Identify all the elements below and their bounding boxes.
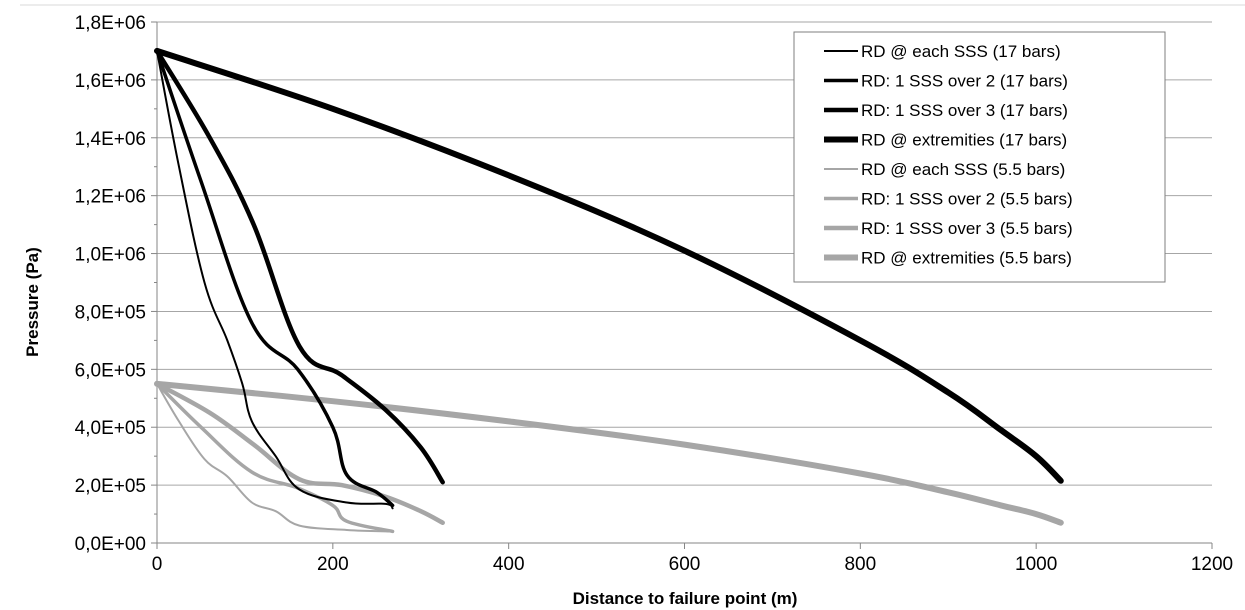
y-tick-label: 2,0E+05 (75, 476, 146, 497)
y-tick-label: 1,0E+06 (75, 245, 146, 266)
x-tick-label: 600 (669, 554, 701, 575)
x-tick-label: 200 (317, 554, 349, 575)
x-axis-title: Distance to failure point (m) (573, 589, 798, 608)
y-tick-label: 1,6E+06 (75, 71, 146, 92)
y-tick-label: 1,2E+06 (75, 187, 146, 208)
y-tick-label: 8,0E+05 (75, 302, 146, 323)
axes (151, 21, 1213, 549)
x-tick-label: 800 (844, 554, 876, 575)
legend-entry: RD @ extremities (5.5 bars) (824, 249, 1072, 268)
y-tick-label: 1,4E+06 (75, 129, 146, 150)
series-layer (154, 47, 1064, 534)
series-line-3 (154, 48, 445, 485)
legend-label: RD @ extremities (5.5 bars) (861, 249, 1072, 268)
legend-label: RD @ each SSS (5.5 bars) (861, 160, 1065, 179)
plot-area: 0,0E+00 2,0E+05 4,0E+05 6,0E+05 8,0E+05 1,0E+… (20, 4, 1245, 575)
legend: RD @ each SSS (17 bars) RD: 1 SSS over 2 … (793, 31, 1166, 283)
y-tick-label: 6,0E+05 (75, 360, 146, 381)
tick-labels: 0,0E+00 2,0E+05 4,0E+05 6,0E+05 8,0E+05 1,0E+… (75, 13, 1233, 575)
series-line-7 (154, 381, 445, 525)
y-tick-label: 4,0E+05 (75, 418, 146, 439)
series-line-5 (156, 382, 394, 533)
legend-entry: RD: 1 SSS over 3 (17 bars) (824, 101, 1068, 120)
y-tick-label: 0,0E+00 (75, 534, 146, 555)
series-line-4 (154, 47, 1064, 484)
legend-entry: RD: 1 SSS over 3 (5.5 bars) (824, 219, 1073, 238)
legend-label: RD @ each SSS (17 bars) (861, 42, 1061, 61)
series-line-2 (155, 49, 395, 508)
legend-entry: RD @ each SSS (17 bars) (824, 42, 1061, 61)
legend-entry: RD: 1 SSS over 2 (5.5 bars) (824, 190, 1073, 209)
y-axis-title: Pressure (Pa) (23, 247, 42, 357)
legend-label: RD: 1 SSS over 2 (17 bars) (861, 72, 1068, 91)
x-tick-label: 1000 (1015, 554, 1057, 575)
legend-box (793, 31, 1166, 283)
legend-entry: RD: 1 SSS over 2 (17 bars) (824, 72, 1068, 91)
x-tick-label: 1200 (1191, 554, 1233, 575)
legend-label: RD: 1 SSS over 2 (5.5 bars) (861, 190, 1073, 209)
legend-entry: RD @ extremities (17 bars) (824, 131, 1067, 150)
series-line-1 (156, 49, 394, 510)
legend-label: RD @ extremities (17 bars) (861, 131, 1067, 150)
legend-label: RD: 1 SSS over 3 (5.5 bars) (861, 219, 1073, 238)
legend-label: RD: 1 SSS over 3 (17 bars) (861, 101, 1068, 120)
x-tick-label: 0 (152, 554, 163, 575)
y-tick-label: 1,8E+06 (75, 13, 146, 34)
legend-entry: RD @ each SSS (5.5 bars) (824, 160, 1065, 179)
series-line-8 (154, 380, 1064, 526)
x-tick-label: 400 (493, 554, 525, 575)
legend-items: RD @ each SSS (17 bars) RD: 1 SSS over 2 … (824, 42, 1073, 268)
